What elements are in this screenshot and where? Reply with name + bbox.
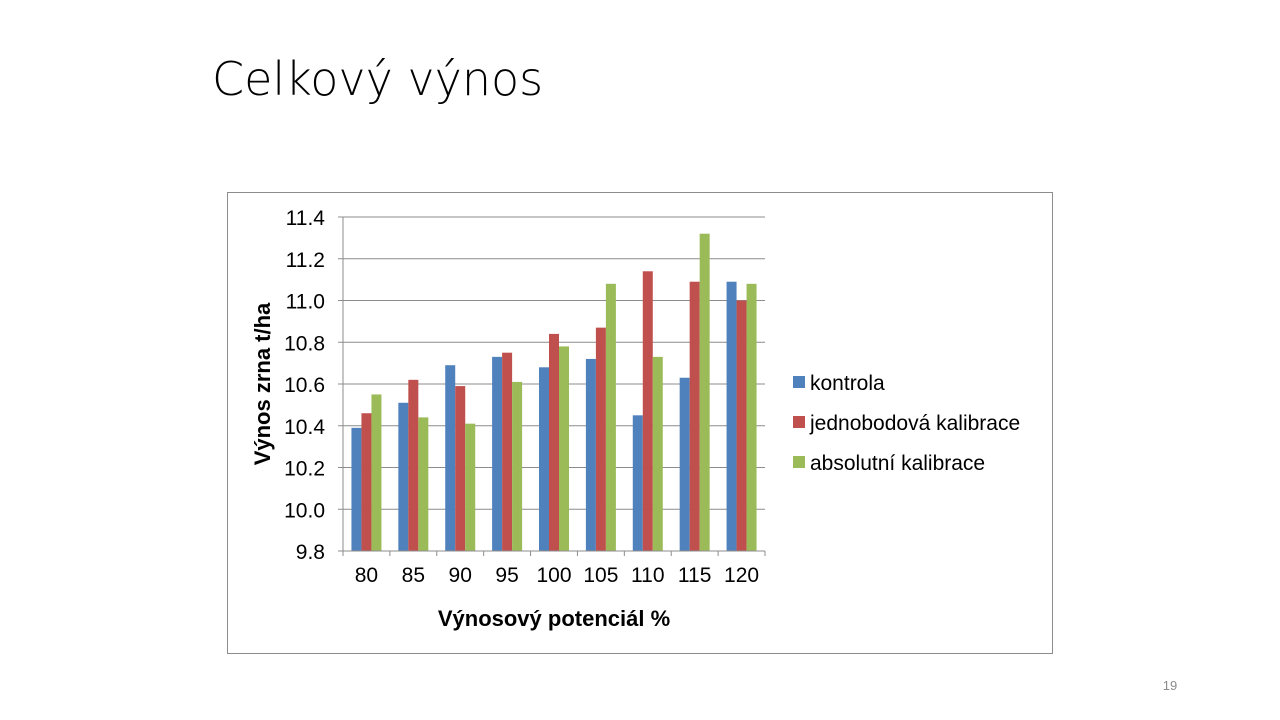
bar <box>689 281 700 551</box>
bar <box>679 377 690 551</box>
y-tick-label: 10.6 <box>284 374 325 397</box>
y-tick-label: 11.4 <box>286 207 326 230</box>
page-number: 19 <box>1162 678 1178 693</box>
x-tick-label: 80 <box>355 564 378 587</box>
y-tick-label: 10.2 <box>284 458 325 481</box>
x-tick-label: 105 <box>583 564 618 587</box>
legend-label: absolutní kalibrace <box>810 452 985 475</box>
x-tick-labels: 80 85 90 95 100 105 110 115 120 <box>355 564 759 587</box>
bar <box>502 352 513 551</box>
legend: kontrola jednobodová kalibrace absolutní k… <box>793 372 1020 475</box>
y-tick-labels: 9.8 10.0 10.2 10.4 10.6 10.8 11.0 11.2 11.4 <box>284 207 325 564</box>
bar <box>585 358 596 551</box>
bar <box>455 386 466 551</box>
bar <box>445 365 456 551</box>
bar-chart: 9.8 10.0 10.2 10.4 10.6 10.8 11.0 11.2 11.4 80 85… <box>250 207 1020 631</box>
x-tick-label: 110 <box>631 564 664 587</box>
bar <box>632 415 643 551</box>
bar <box>549 333 559 551</box>
x-tick-label: 95 <box>495 564 518 587</box>
x-tick-label: 85 <box>402 564 425 587</box>
y-tick-label: 10.4 <box>284 416 325 439</box>
x-tick-label: 100 <box>536 564 571 587</box>
x-tick-label: 120 <box>724 564 759 587</box>
y-axis-label: Výnos zrna t/ha <box>250 302 275 465</box>
x-tick-label: 90 <box>449 564 472 587</box>
bar <box>539 367 549 551</box>
legend-label: kontrola <box>810 372 885 395</box>
bar <box>465 423 476 551</box>
legend-swatch <box>793 376 805 388</box>
slide-title: Celkový výnos <box>212 52 544 106</box>
y-tick-label: 10.8 <box>284 332 325 355</box>
y-tick-label: 11.2 <box>286 249 325 272</box>
y-tick-label: 10.0 <box>284 499 325 522</box>
bar <box>652 356 663 551</box>
bar <box>726 281 737 551</box>
bars <box>351 233 757 551</box>
y-tick-label: 9.8 <box>296 541 325 564</box>
legend-label: jednobodová kalibrace <box>809 412 1020 435</box>
bar <box>746 283 757 551</box>
legend-swatch <box>793 456 805 468</box>
bar <box>398 402 409 551</box>
bar <box>351 427 362 551</box>
bar <box>371 394 382 551</box>
bar <box>736 300 747 551</box>
chart-frame: 9.8 10.0 10.2 10.4 10.6 10.8 11.0 11.2 11.4 80 85… <box>227 192 1053 654</box>
bar <box>605 283 616 551</box>
bar <box>418 417 429 551</box>
y-tick-label: 11.0 <box>286 291 325 314</box>
bar <box>642 271 653 551</box>
bar <box>512 381 523 551</box>
bar <box>559 346 569 551</box>
axes <box>338 216 766 556</box>
bar <box>492 356 503 551</box>
bar <box>361 413 372 551</box>
x-axis-label: Výnosový potenciál % <box>438 606 670 631</box>
bar <box>408 379 419 551</box>
bar <box>699 233 710 551</box>
x-tick-label: 115 <box>678 564 711 587</box>
bar <box>595 327 606 551</box>
legend-swatch <box>793 416 805 428</box>
